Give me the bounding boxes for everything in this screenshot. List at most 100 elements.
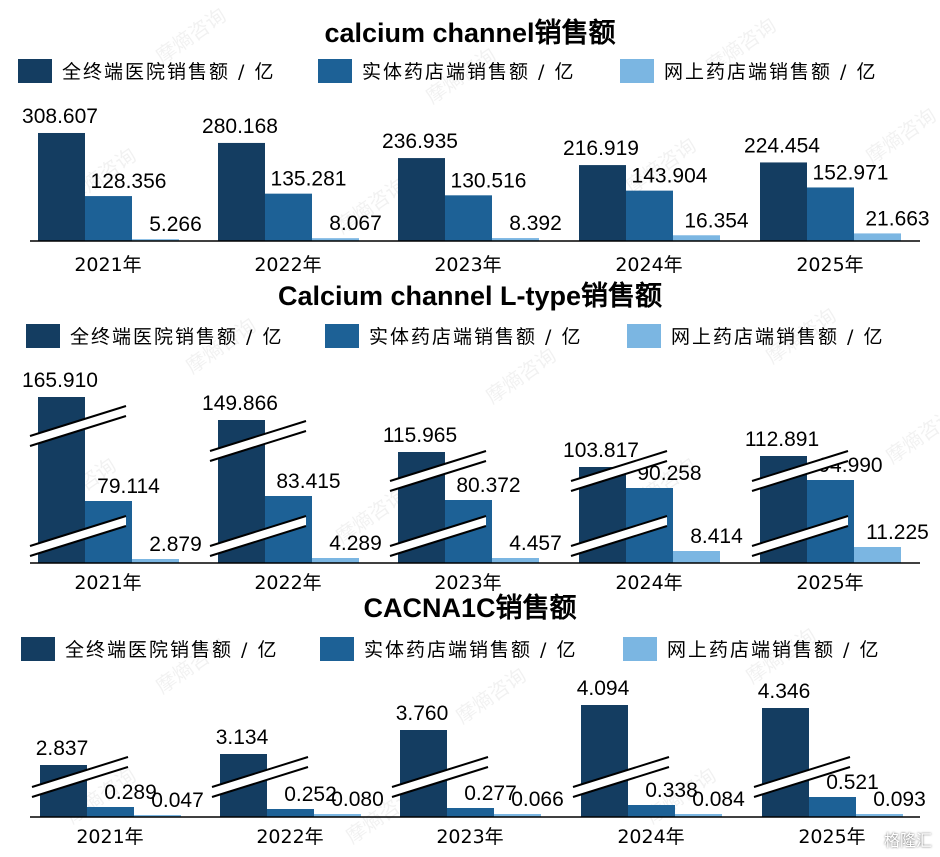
data-label: 2.837 — [36, 737, 89, 760]
data-label: 0.521 — [826, 771, 879, 794]
x-tick-label: 2025年 — [796, 572, 863, 594]
legend-swatch — [318, 59, 352, 83]
axis-break-line — [751, 525, 849, 557]
axis-break-line — [751, 515, 849, 547]
data-label: 3.760 — [396, 702, 449, 725]
data-label: 103.817 — [563, 439, 639, 462]
legend-label: 网上药店端销售额 / 亿 — [671, 326, 884, 348]
x-tick-label: 2022年 — [254, 572, 321, 594]
data-label: 11.225 — [866, 521, 929, 544]
bar — [492, 238, 539, 241]
axis-break-gap — [571, 451, 667, 491]
axis-break-gap — [210, 421, 306, 461]
bar — [807, 187, 854, 241]
bar — [675, 814, 722, 817]
x-tick-label: 2023年 — [434, 572, 501, 594]
data-label: 4.289 — [329, 532, 382, 555]
data-label: 280.168 — [202, 115, 278, 138]
legend-swatch — [325, 324, 359, 348]
axis-break-gap — [30, 516, 126, 556]
x-tick-label: 2021年 — [76, 826, 143, 848]
legend-label: 网上药店端销售额 / 亿 — [667, 639, 880, 661]
bar — [38, 132, 85, 241]
axis-break-line — [29, 415, 127, 447]
bar — [760, 162, 807, 241]
data-label: 0.252 — [284, 783, 337, 806]
bar — [218, 142, 265, 241]
legend-label: 全终端医院销售额 / 亿 — [65, 639, 278, 661]
bar — [854, 547, 901, 563]
x-tick-label: 2024年 — [615, 572, 682, 594]
data-label: 149.866 — [202, 392, 278, 415]
axis-break-line — [29, 405, 127, 437]
data-label: 0.047 — [151, 789, 204, 812]
axis-break-line — [572, 756, 670, 788]
axis-break-line — [211, 756, 309, 788]
legend-label: 全终端医院销售额 / 亿 — [62, 61, 275, 83]
legend-label: 实体药店端销售额 / 亿 — [364, 639, 577, 661]
data-label: 79.114 — [97, 475, 160, 498]
axis-break-line — [29, 515, 127, 547]
bar — [628, 805, 675, 817]
data-label: 165.910 — [22, 369, 98, 392]
legend-swatch — [623, 637, 657, 661]
bar — [492, 558, 539, 563]
legend-swatch — [18, 59, 52, 83]
axis-break-gap — [571, 516, 667, 556]
data-label: 5.266 — [149, 213, 202, 236]
x-tick-label: 2025年 — [798, 826, 865, 848]
bar — [398, 158, 445, 241]
data-label: 2.879 — [149, 533, 202, 556]
x-tick-label: 2021年 — [74, 254, 141, 276]
axis-break-gap — [32, 757, 128, 797]
data-label: 152.971 — [813, 161, 889, 184]
bar — [312, 558, 359, 563]
axis-break-line — [31, 766, 129, 798]
bar — [673, 551, 720, 563]
axis-break-gap — [754, 757, 850, 797]
data-label: 135.281 — [271, 168, 347, 191]
axis-break-line — [570, 450, 668, 482]
bar — [87, 807, 134, 817]
chart-title: calcium channel销售额 — [324, 17, 615, 48]
data-label: 8.067 — [329, 212, 382, 235]
data-label: 112.891 — [745, 428, 819, 451]
x-tick-label: 2021年 — [74, 572, 141, 594]
axis-break-line — [753, 756, 851, 788]
axis-break-gap — [573, 757, 669, 797]
data-label: 0.066 — [511, 788, 564, 811]
chart-title: CACNA1C销售额 — [363, 592, 576, 623]
data-label: 0.080 — [331, 788, 384, 811]
axis-break-line — [389, 515, 487, 547]
axis-break-line — [389, 525, 487, 557]
bar — [581, 705, 628, 817]
data-label: 216.919 — [563, 137, 639, 160]
bar — [762, 708, 809, 817]
data-label: 90.258 — [637, 462, 701, 485]
bar — [809, 797, 856, 817]
chart-title: Calcium channel L-type销售额 — [278, 280, 662, 311]
axis-break-line — [391, 766, 489, 798]
axis-break-gap — [752, 516, 848, 556]
bar — [447, 808, 494, 817]
axis-break-line — [751, 460, 849, 492]
legend-label: 全终端医院销售额 / 亿 — [70, 326, 283, 348]
data-label: 3.134 — [216, 726, 269, 749]
bar — [494, 814, 541, 817]
x-tick-label: 2025年 — [796, 254, 863, 276]
data-label: 0.093 — [873, 788, 926, 811]
data-label: 0.289 — [104, 781, 157, 804]
x-tick-label: 2024年 — [617, 826, 684, 848]
axis-break-line — [209, 515, 307, 547]
axis-break-line — [572, 766, 670, 798]
legend-swatch — [627, 324, 661, 348]
data-label: 4.346 — [758, 680, 811, 703]
legend-swatch — [320, 637, 354, 661]
bar — [132, 559, 179, 563]
bar — [267, 809, 314, 817]
bar — [626, 190, 673, 241]
axis-break-line — [29, 525, 127, 557]
axis-break-line — [389, 460, 487, 492]
bar — [854, 233, 901, 241]
